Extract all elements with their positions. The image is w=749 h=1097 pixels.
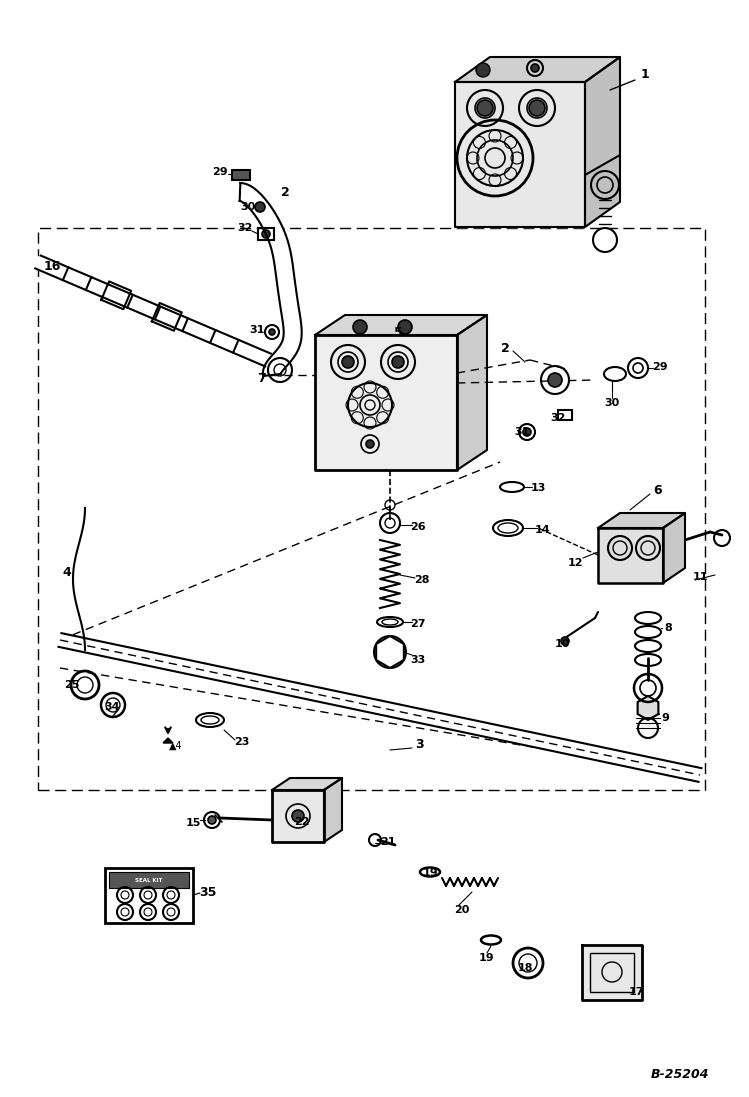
Circle shape: [392, 357, 404, 367]
Text: 31: 31: [515, 427, 530, 437]
Polygon shape: [272, 790, 324, 842]
Text: 33: 33: [410, 655, 425, 665]
Text: 2: 2: [281, 186, 289, 200]
Polygon shape: [35, 256, 270, 366]
Polygon shape: [272, 778, 342, 790]
Text: 10: 10: [554, 638, 570, 649]
Polygon shape: [455, 82, 585, 227]
Bar: [258, 228, 274, 240]
Text: 15: 15: [185, 818, 201, 828]
Text: 8: 8: [664, 623, 672, 633]
Text: 17: 17: [628, 987, 643, 997]
Text: 30: 30: [604, 398, 619, 408]
Polygon shape: [598, 513, 685, 528]
Bar: [558, 410, 572, 420]
Text: 12: 12: [567, 558, 583, 568]
Bar: [590, 953, 634, 992]
Text: 2: 2: [500, 341, 509, 354]
Polygon shape: [637, 695, 658, 720]
Polygon shape: [163, 738, 173, 743]
Text: 4: 4: [63, 565, 71, 578]
Text: 3: 3: [416, 738, 425, 751]
Text: 22: 22: [294, 817, 310, 827]
Circle shape: [477, 100, 493, 116]
Polygon shape: [152, 303, 182, 331]
Circle shape: [353, 320, 367, 333]
Text: ▲4: ▲4: [169, 740, 183, 751]
Polygon shape: [585, 57, 620, 227]
Bar: [109, 872, 189, 887]
Text: 19: 19: [479, 953, 495, 963]
Text: 16: 16: [43, 260, 61, 273]
Text: 14: 14: [536, 525, 551, 535]
Text: 34: 34: [104, 702, 120, 712]
Text: 19: 19: [422, 868, 438, 878]
Bar: [105, 868, 193, 923]
Polygon shape: [240, 183, 302, 376]
Polygon shape: [598, 528, 663, 583]
Circle shape: [342, 357, 354, 367]
Text: 6: 6: [654, 484, 662, 497]
Text: 28: 28: [414, 575, 430, 585]
Text: 23: 23: [234, 737, 249, 747]
Text: 32: 32: [237, 223, 252, 233]
Text: 1: 1: [640, 68, 649, 81]
Text: 5: 5: [394, 326, 402, 339]
Text: 25: 25: [64, 680, 79, 690]
Polygon shape: [315, 335, 457, 470]
Text: 35: 35: [199, 886, 216, 900]
Polygon shape: [455, 57, 620, 82]
Text: 7: 7: [258, 372, 267, 385]
Circle shape: [269, 329, 275, 335]
Circle shape: [529, 100, 545, 116]
Text: 20: 20: [455, 905, 470, 915]
Polygon shape: [315, 315, 487, 335]
Bar: [38, 228, 705, 790]
Circle shape: [398, 320, 412, 333]
Circle shape: [523, 428, 531, 436]
Text: 32: 32: [551, 412, 565, 423]
Circle shape: [262, 230, 270, 238]
Text: 21: 21: [380, 837, 395, 847]
Circle shape: [255, 202, 265, 212]
Polygon shape: [582, 945, 642, 1000]
Circle shape: [561, 637, 569, 645]
Polygon shape: [101, 282, 131, 309]
Polygon shape: [457, 315, 487, 470]
Circle shape: [292, 810, 304, 822]
Text: 9: 9: [661, 713, 669, 723]
Text: 30: 30: [240, 202, 255, 212]
Circle shape: [366, 440, 374, 448]
Bar: [232, 170, 250, 180]
Polygon shape: [324, 778, 342, 842]
Circle shape: [531, 64, 539, 72]
Text: 29: 29: [652, 362, 668, 372]
Circle shape: [208, 816, 216, 824]
Text: 13: 13: [530, 483, 546, 493]
Text: SEAL KIT: SEAL KIT: [136, 878, 163, 882]
Text: 31: 31: [249, 325, 264, 335]
Text: 11: 11: [692, 572, 708, 583]
Polygon shape: [663, 513, 685, 583]
Text: 27: 27: [410, 619, 425, 629]
Circle shape: [633, 363, 643, 373]
Text: 26: 26: [410, 522, 426, 532]
Circle shape: [548, 373, 562, 387]
Text: B-25204: B-25204: [651, 1068, 709, 1082]
Text: 18: 18: [518, 963, 533, 973]
Polygon shape: [35, 256, 270, 366]
Circle shape: [476, 63, 490, 77]
Text: 29: 29: [212, 167, 228, 177]
Polygon shape: [58, 633, 702, 782]
